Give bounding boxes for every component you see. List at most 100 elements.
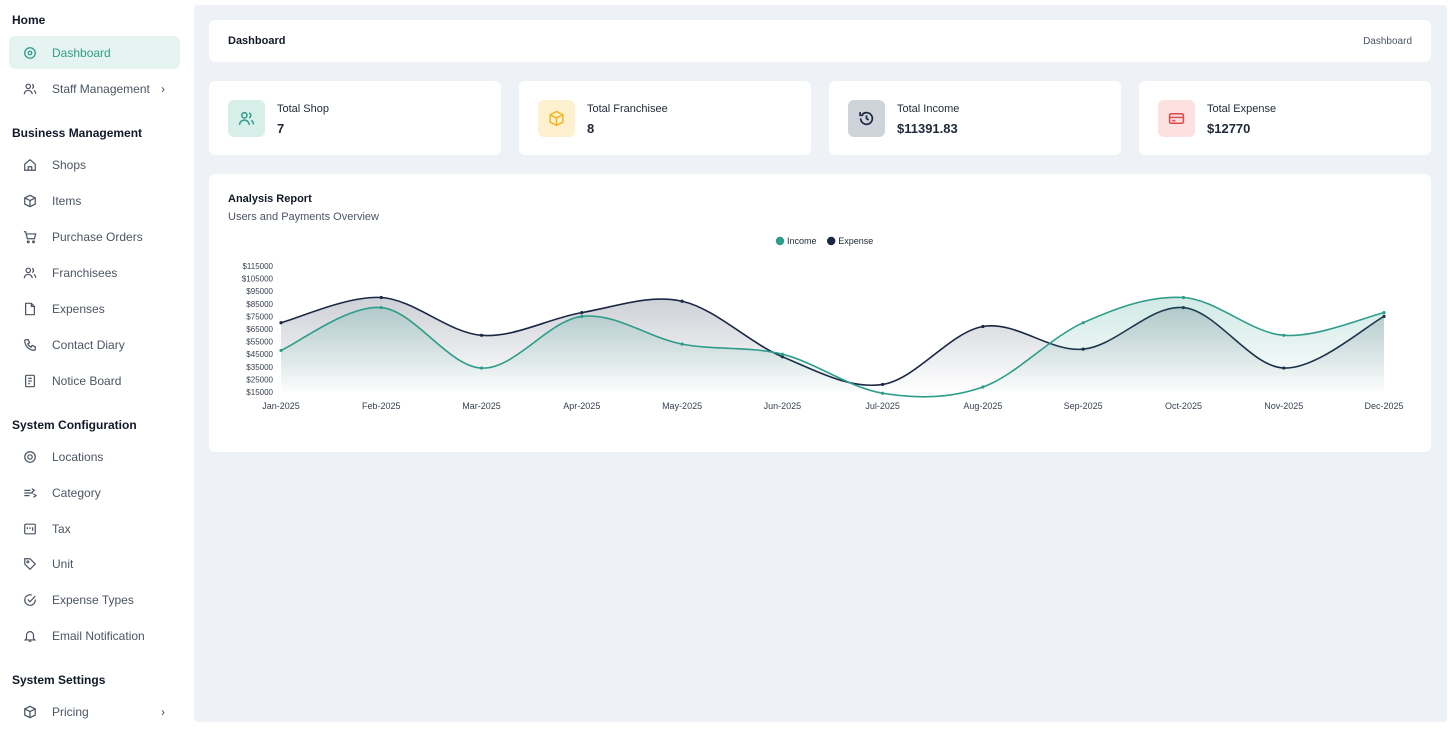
data-point-expense [981, 324, 985, 329]
y-tick-label: $65000 [246, 325, 273, 334]
y-tick-label: $55000 [246, 338, 273, 347]
stat-card-total-income: Total Income $11391.83 [829, 81, 1121, 155]
sidebar-item-expense-types[interactable]: Expense Types [9, 583, 180, 616]
sidebar-item-label: Expense Types [52, 592, 134, 607]
cart-icon [23, 230, 37, 244]
stat-value: 7 [277, 121, 285, 136]
stat-label: Total Expense [1207, 103, 1277, 115]
sidebar: Home Dashboard Staff Management › Busine… [0, 0, 190, 729]
analysis-chart: $115000 $105000 $95000 $85000 $75000 $65000 $5… [242, 236, 1404, 411]
y-tick-label: $85000 [246, 300, 273, 309]
sidebar-item-unit[interactable]: Unit [9, 547, 180, 580]
sidebar-item-category[interactable]: Category [9, 476, 180, 509]
stat-card-total-franchisee: Total Franchisee 8 [519, 81, 811, 155]
sidebar-item-label: Category [52, 485, 101, 500]
y-tick-label: $45000 [246, 350, 273, 359]
data-point-expense [580, 311, 584, 315]
legend-label-income: Income [787, 236, 817, 246]
section-title-settings: System Settings [12, 673, 106, 687]
analysis-report-card: $115000 $105000 $95000 $85000 $75000 $65000 $5… [209, 174, 1431, 452]
y-tick-label: $115000 [242, 262, 273, 271]
legend-label-expense: Expense [838, 236, 873, 246]
sidebar-item-purchase-orders[interactable]: Purchase Orders [9, 220, 180, 253]
data-point-income [881, 391, 885, 395]
y-tick-label: $95000 [246, 287, 273, 296]
stat-label: Total Franchisee [587, 103, 668, 115]
y-tick-label: $25000 [246, 375, 273, 384]
sidebar-item-email-notification[interactable]: Email Notification [9, 619, 180, 652]
sidebar-item-label: Pricing [52, 704, 89, 719]
x-tick-label: Feb-2025 [362, 401, 401, 411]
sidebar-item-shops[interactable]: Shops [9, 148, 180, 181]
x-tick-label: May-2025 [662, 401, 702, 411]
credit-card-icon [1158, 100, 1195, 137]
tag-icon [23, 557, 37, 571]
data-point-income [1181, 295, 1186, 300]
dashboard-icon [23, 46, 37, 60]
x-tick-label: Jul-2025 [865, 401, 900, 411]
tax-icon [23, 522, 37, 536]
report-subtitle: Users and Payments Overview [228, 211, 379, 223]
x-tick-label: Jan-2025 [262, 401, 300, 411]
x-tick-label: Aug-2025 [963, 401, 1002, 411]
sidebar-item-staff-management[interactable]: Staff Management › [9, 72, 180, 105]
x-tick-label: Dec-2025 [1364, 401, 1403, 411]
data-point-income [1282, 333, 1286, 337]
location-icon [23, 450, 37, 464]
sidebar-item-label: Email Notification [52, 628, 145, 643]
y-tick-label: $105000 [242, 275, 274, 284]
sidebar-item-pricing[interactable]: Pricing › [9, 695, 180, 728]
x-tick-label: Sep-2025 [1064, 401, 1103, 411]
sidebar-item-items[interactable]: Items [9, 184, 180, 217]
page-title: Dashboard [228, 35, 286, 47]
users-icon [228, 100, 265, 137]
section-title-config: System Configuration [12, 418, 137, 432]
data-point-expense [379, 295, 383, 300]
series-area-income [281, 297, 1384, 397]
sidebar-item-expenses[interactable]: Expenses [9, 292, 180, 325]
file-icon [23, 302, 37, 316]
page-header: Dashboard Dashboard [209, 20, 1431, 62]
sidebar-item-label: Tax [52, 521, 71, 536]
history-icon [848, 100, 885, 137]
data-point-income [379, 305, 383, 310]
section-title-home: Home [12, 13, 46, 27]
sidebar-item-label: Contact Diary [52, 337, 125, 352]
data-point-expense [479, 333, 484, 337]
stat-value: $12770 [1207, 121, 1251, 136]
sidebar-item-dashboard[interactable]: Dashboard [9, 36, 180, 69]
legend-marker-income [775, 236, 785, 246]
sidebar-item-label: Expenses [52, 301, 105, 316]
chevron-right-icon: › [161, 704, 165, 719]
sidebar-item-label: Unit [52, 556, 74, 571]
sidebar-item-franchisees[interactable]: Franchisees [9, 256, 180, 289]
sidebar-item-label: Franchisees [52, 265, 118, 280]
phone-icon [23, 338, 37, 352]
data-point-income [780, 352, 784, 356]
y-tick-label: $15000 [246, 388, 273, 397]
sidebar-item-tax[interactable]: Tax [9, 512, 180, 545]
data-point-income [981, 385, 985, 389]
y-tick-label: $35000 [246, 363, 273, 372]
x-tick-label: Jun-2025 [764, 401, 802, 411]
home-icon [23, 158, 37, 172]
data-point-expense [881, 382, 885, 387]
box-icon [23, 705, 37, 719]
sidebar-item-label: Shops [52, 157, 87, 172]
sidebar-item-locations[interactable]: Locations [9, 440, 180, 473]
notice-icon [23, 374, 37, 388]
box-icon [23, 194, 37, 208]
data-point-income [479, 366, 484, 370]
data-point-income [279, 348, 283, 353]
sidebar-item-label: Purchase Orders [52, 229, 143, 244]
stat-card-total-shop: Total Shop 7 [209, 81, 501, 155]
x-tick-label: Mar-2025 [462, 401, 501, 411]
breadcrumb[interactable]: Dashboard [1363, 36, 1412, 47]
data-point-income [580, 314, 584, 318]
sidebar-item-contact-diary[interactable]: Contact Diary [9, 328, 180, 361]
sidebar-item-label: Notice Board [52, 373, 122, 388]
stat-value: 8 [587, 121, 595, 136]
sidebar-item-label: Dashboard [52, 45, 111, 60]
sidebar-item-notice-board[interactable]: Notice Board [9, 364, 180, 397]
sidebar-item-label: Items [52, 193, 82, 208]
